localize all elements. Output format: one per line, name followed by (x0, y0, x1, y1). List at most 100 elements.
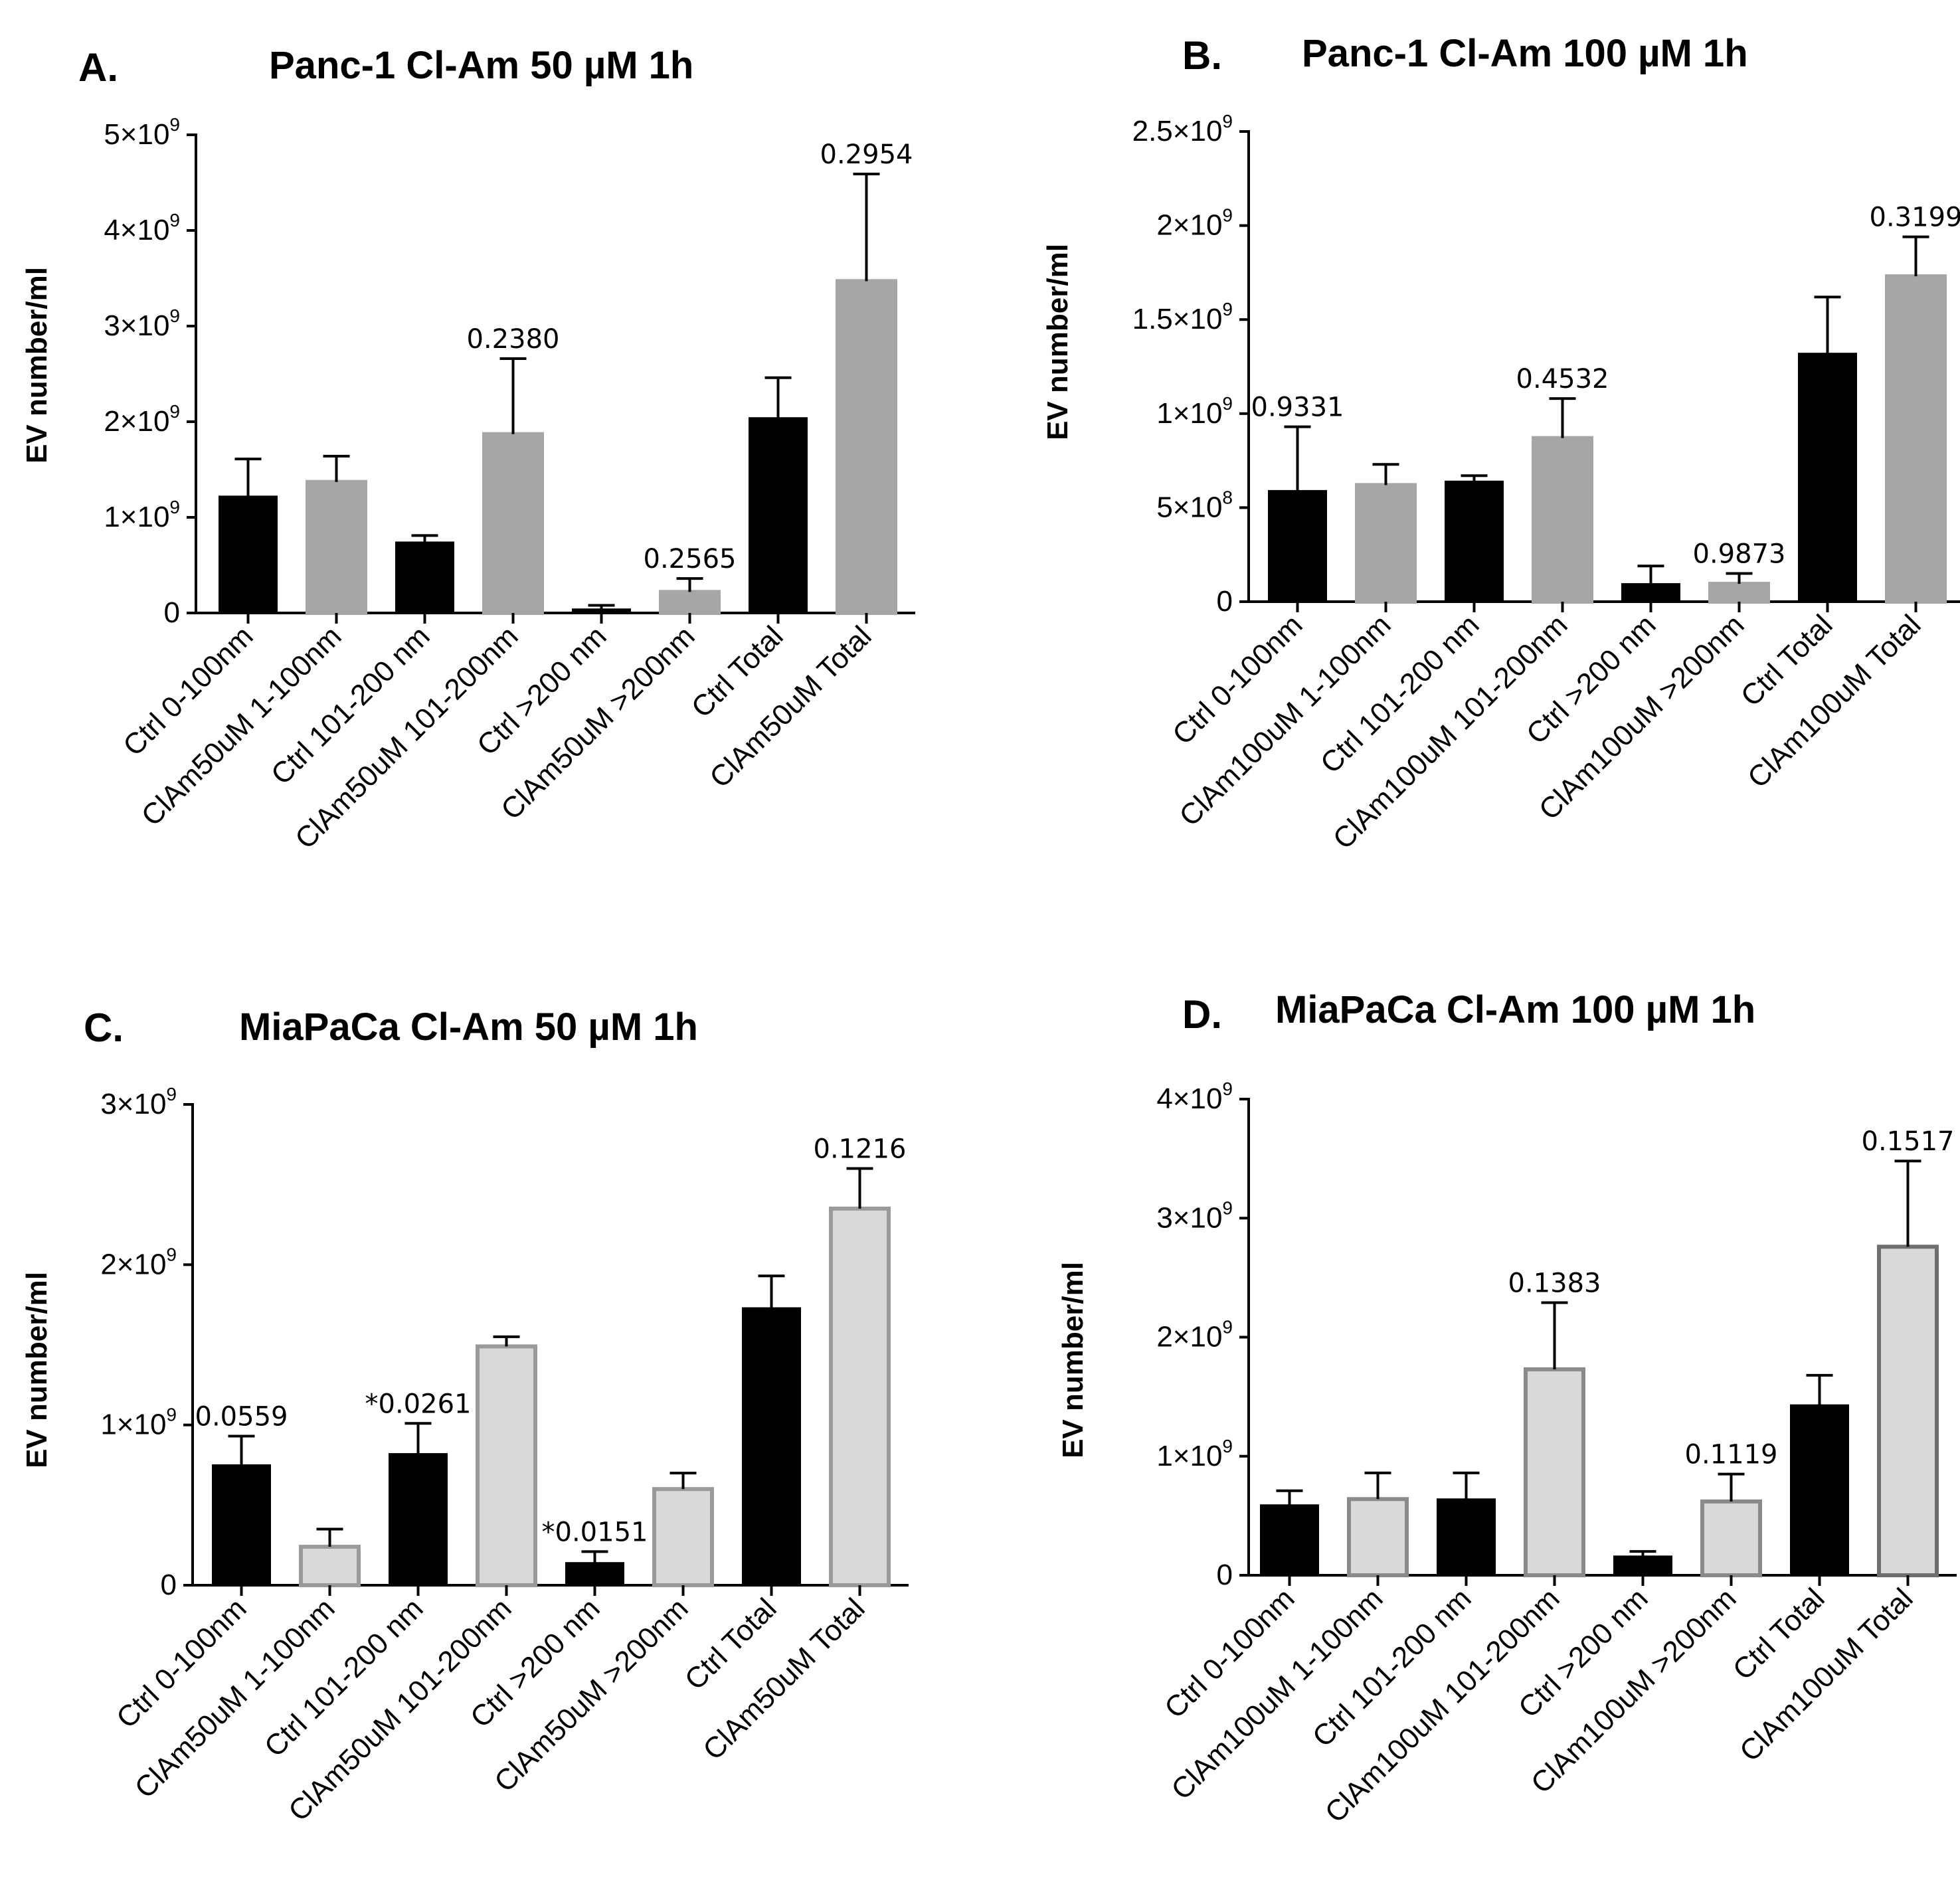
y-tick-mantissa: 2×10 (100, 1248, 166, 1280)
y-tick-exponent: 9 (169, 497, 180, 517)
y-tick-label: 0 (164, 596, 180, 629)
y-tick-mantissa: 4×10 (104, 214, 169, 246)
panel-title: Panc-1 Cl-Am 50 µM 1h (269, 44, 693, 87)
p-value-annotation: 0.9331 (1251, 392, 1344, 423)
y-tick-exponent: 9 (166, 1405, 177, 1425)
x-tick-label: ClAm50uM Total (703, 620, 877, 794)
bar (1700, 1499, 1762, 1577)
p-value-annotation: 0.2380 (467, 324, 560, 355)
y-tick-mantissa: 2×10 (104, 405, 169, 438)
bar (836, 279, 897, 615)
y-tick-exponent: 9 (1222, 205, 1233, 226)
y-tick-label: 1×109 (104, 497, 180, 533)
y-tick-mantissa: 0 (161, 1569, 177, 1601)
bar (1877, 1245, 1939, 1578)
y-tick-mantissa: 0 (1217, 1559, 1233, 1591)
y-tick-mantissa: 1×10 (1156, 397, 1222, 430)
panel-title: MiaPaCa Cl-Am 50 µM 1h (239, 1005, 698, 1049)
y-tick-label: 1×109 (100, 1405, 177, 1441)
bar (652, 1487, 714, 1587)
bar (1347, 1497, 1409, 1578)
x-tick-label: ClAm100uM Total (1741, 608, 1927, 794)
y-axis-label: EV number/ml (21, 267, 53, 464)
y-tick-label: 3×109 (104, 305, 180, 342)
bar (482, 432, 544, 615)
panel-title: Panc-1 Cl-Am 100 µM 1h (1302, 32, 1748, 75)
bar (1524, 1367, 1585, 1577)
y-tick-mantissa: 1×10 (1156, 1440, 1222, 1472)
y-tick-exponent: 9 (1222, 1197, 1233, 1218)
y-tick-mantissa: 1.5×10 (1132, 303, 1223, 335)
y-axis-label: EV number/ml (21, 1272, 53, 1468)
bar (212, 1464, 271, 1586)
y-tick-label: 5×108 (1156, 487, 1233, 523)
bar (306, 479, 367, 615)
bar (476, 1344, 537, 1587)
p-value-annotation: 0.2565 (644, 544, 737, 574)
y-tick-label: 2×109 (1156, 1317, 1233, 1353)
y-tick-label: 1×109 (1156, 1436, 1233, 1472)
bar (1708, 582, 1770, 604)
y-tick-mantissa: 2×10 (1156, 1321, 1222, 1353)
bar (1268, 489, 1327, 602)
bar (299, 1545, 361, 1588)
bar (749, 417, 808, 614)
y-axis-label: EV number/ml (1041, 244, 1074, 440)
bar (1613, 1555, 1672, 1577)
y-tick-exponent: 9 (166, 1244, 177, 1264)
panel-letter: B. (1182, 33, 1222, 78)
bar (1798, 353, 1857, 603)
p-value-annotation: 0.2954 (820, 139, 913, 170)
bar (1790, 1404, 1849, 1577)
bar (1885, 274, 1947, 604)
y-tick-label: 0 (1217, 1559, 1233, 1591)
bar (1260, 1504, 1319, 1576)
y-tick-mantissa: 3×10 (104, 309, 169, 342)
y-tick-mantissa: 5×10 (104, 118, 169, 151)
bar (1355, 483, 1417, 604)
y-tick-label: 4×109 (104, 210, 180, 246)
y-axis-label: EV number/ml (1057, 1262, 1089, 1458)
y-tick-exponent: 9 (169, 114, 180, 135)
y-tick-label: 0 (161, 1569, 177, 1601)
p-value-annotation: 0.1119 (1685, 1440, 1778, 1470)
y-tick-mantissa: 3×10 (1156, 1201, 1222, 1234)
y-tick-exponent: 9 (1222, 299, 1233, 319)
y-tick-exponent: 8 (1222, 487, 1233, 507)
chart-panel-b: B. Panc-1 Cl-Am 100 µM 1h EV number/ml 0 5×1… (1041, 32, 1960, 855)
y-tick-label: 3×109 (1156, 1197, 1233, 1234)
chart-panel-a: A. Panc-1 Cl-Am 50 µM 1h EV number/ml 0 1×10… (21, 44, 915, 855)
bar (742, 1307, 801, 1586)
y-tick-mantissa: 5×10 (1156, 491, 1222, 523)
p-value-annotation: 0.4532 (1516, 364, 1609, 394)
bar (572, 608, 631, 614)
y-tick-label: 1.5×109 (1132, 299, 1233, 335)
y-tick-mantissa: 2×10 (1156, 209, 1222, 242)
y-tick-label: 2×109 (104, 401, 180, 438)
p-value-annotation: *0.0151 (542, 1517, 648, 1547)
panel-letter: C. (84, 1005, 124, 1050)
y-tick-exponent: 9 (169, 210, 180, 230)
chart-panel-c: C. MiaPaCa Cl-Am 50 µM 1h EV number/ml 0 1×1… (21, 1005, 909, 1828)
x-tick-label: Ctrl 101-200 nm (1314, 608, 1486, 780)
bar (829, 1206, 891, 1588)
p-value-annotation: 0.1517 (1862, 1126, 1955, 1157)
p-value-annotation: 0.0559 (195, 1402, 288, 1432)
y-tick-label: 5×109 (104, 114, 180, 151)
p-value-annotation: *0.0261 (365, 1389, 472, 1419)
y-tick-label: 1×109 (1156, 393, 1233, 430)
bar (1532, 436, 1593, 604)
y-tick-label: 2.5×109 (1132, 111, 1233, 147)
y-tick-mantissa: 1×10 (104, 501, 169, 533)
bar (659, 590, 721, 616)
y-tick-mantissa: 3×10 (100, 1088, 166, 1120)
x-tick-label: ClAm100uM Total (1734, 1582, 1919, 1768)
y-tick-exponent: 9 (1222, 1436, 1233, 1456)
panel-letter: D. (1182, 992, 1222, 1037)
y-tick-exponent: 9 (1222, 393, 1233, 414)
panel-title: MiaPaCa Cl-Am 100 µM 1h (1275, 988, 1755, 1031)
y-tick-mantissa: 0 (164, 596, 180, 629)
bar (395, 541, 454, 614)
chart-panel-d: D. MiaPaCa Cl-Am 100 µM 1h EV number/ml 0 1×… (1057, 988, 1957, 1829)
y-tick-label: 4×109 (1156, 1079, 1233, 1115)
